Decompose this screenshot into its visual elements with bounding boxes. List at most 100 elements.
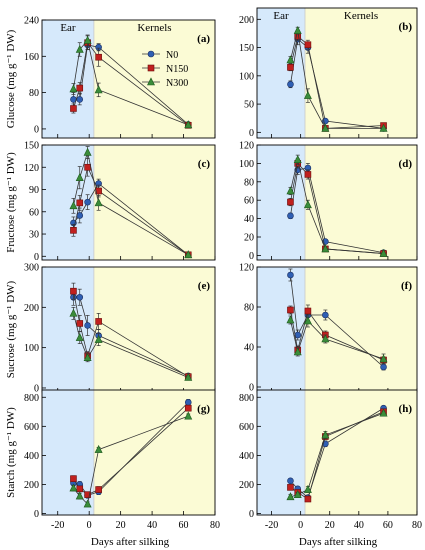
y-tick-label: 120 bbox=[239, 263, 254, 274]
panel-e: 0 100 200 300 Sucrose (mg g⁻¹ DW) (e) bbox=[5, 263, 216, 394]
data-point-n300 bbox=[379, 408, 388, 417]
y-axis-title: Fructose (mg g⁻¹ DW) bbox=[5, 152, 17, 253]
data-point-n0 bbox=[184, 399, 192, 406]
data-point-n150 bbox=[84, 163, 91, 171]
region-label-kernels: Kernels bbox=[344, 10, 378, 22]
data-point-n300 bbox=[286, 55, 295, 64]
region-label-ear: Ear bbox=[60, 22, 76, 34]
kernels-region-bg bbox=[93, 145, 215, 260]
kernels-region-bg bbox=[305, 390, 417, 515]
data-point-n300 bbox=[83, 353, 92, 362]
data-point-n300 bbox=[75, 332, 84, 341]
series-n300 bbox=[286, 25, 388, 132]
y-tick-label: 600 bbox=[239, 422, 254, 433]
data-point-n0 bbox=[287, 271, 294, 279]
y-tick-label: 40 bbox=[244, 214, 254, 225]
data-point-n150 bbox=[70, 475, 77, 482]
kernels-region-bg bbox=[93, 267, 215, 392]
ear-region-bg bbox=[42, 20, 94, 138]
data-point-n0 bbox=[380, 363, 387, 371]
y-tick-label: 300 bbox=[24, 263, 39, 274]
data-point-n300 bbox=[83, 147, 92, 156]
series-n150 bbox=[70, 404, 192, 498]
y-tick-label: 600 bbox=[24, 422, 39, 433]
data-point-n300 bbox=[286, 186, 295, 195]
data-point-n150 bbox=[304, 41, 312, 49]
data-point-n150 bbox=[70, 227, 77, 234]
legend-label-n0: N0 bbox=[166, 50, 178, 61]
data-point-n0 bbox=[76, 293, 84, 301]
x-tick-label: 40 bbox=[354, 520, 364, 531]
data-point-n300 bbox=[321, 123, 330, 132]
x-tick-label: 20 bbox=[325, 520, 335, 531]
panel-d: 0 20 40 60 80 100 120 (d) bbox=[239, 141, 418, 262]
panel-b: Ear Kernels 0 50 100 150 200 (b) bbox=[239, 7, 418, 139]
y-axis-title: Starch (mg g⁻¹ DW) bbox=[5, 407, 17, 498]
data-point-n300 bbox=[293, 347, 302, 356]
panel-h: 0 200 400 600 800 -20 0 20 40 60 80 (h) bbox=[239, 389, 422, 531]
data-point-n300 bbox=[75, 172, 84, 181]
series-n300 bbox=[69, 306, 193, 381]
data-point-n300 bbox=[379, 354, 388, 363]
ear-region-bg bbox=[257, 267, 305, 392]
y-tick-label: 150 bbox=[24, 141, 39, 152]
panel-label: (c) bbox=[198, 158, 211, 170]
x-tick-label: 80 bbox=[412, 520, 422, 531]
y-tick-label: 200 bbox=[239, 480, 254, 491]
panel-f: 0 40 80 120 (f) bbox=[239, 263, 418, 394]
panel-label: (h) bbox=[399, 403, 413, 415]
panel-label: (f) bbox=[401, 280, 412, 292]
data-point-n0 bbox=[287, 81, 294, 88]
data-point-n0 bbox=[84, 322, 91, 329]
data-point-n300 bbox=[83, 35, 92, 44]
data-point-n300 bbox=[94, 85, 103, 94]
data-point-n150 bbox=[287, 484, 294, 491]
y-tick-label: 800 bbox=[239, 393, 254, 404]
panel-label: (d) bbox=[399, 158, 413, 170]
y-tick-label: 0 bbox=[249, 509, 254, 520]
kernels-region-bg bbox=[93, 20, 215, 138]
legend-marker-n0 bbox=[147, 50, 155, 58]
y-tick-label: 80 bbox=[244, 177, 254, 188]
series-n300 bbox=[69, 411, 193, 508]
y-tick-label: 30 bbox=[29, 230, 39, 241]
plot-frame bbox=[41, 144, 216, 261]
y-tick-label: 0 bbox=[34, 383, 39, 394]
y-tick-label: 80 bbox=[244, 303, 254, 314]
data-point-n300 bbox=[303, 316, 312, 325]
panel-label: (b) bbox=[399, 21, 413, 33]
data-point-n300 bbox=[321, 430, 330, 439]
panel-c: 0 30 60 90 120 150 Fructose (mg g⁻¹ DW) (c) bbox=[5, 141, 216, 263]
data-point-n300 bbox=[83, 499, 92, 508]
y-tick-label: 400 bbox=[24, 451, 39, 462]
region-label-kernels: Kernels bbox=[137, 22, 171, 34]
y-tick-label: 60 bbox=[29, 207, 39, 218]
data-point-n150 bbox=[184, 404, 192, 412]
y-axis-title: Glucose (mg g⁻¹ DW) bbox=[5, 29, 17, 128]
y-tick-label: 100 bbox=[239, 71, 254, 82]
data-point-n300 bbox=[293, 155, 302, 164]
y-tick-label: 800 bbox=[24, 393, 39, 404]
data-point-n150 bbox=[287, 198, 294, 206]
x-tick-label: -20 bbox=[265, 520, 278, 531]
plot-frame bbox=[41, 389, 216, 516]
data-point-n0 bbox=[84, 198, 91, 206]
y-tick-label: 160 bbox=[24, 52, 39, 63]
x-axis-title-right: Days after silking bbox=[299, 536, 378, 548]
kernels-region-bg bbox=[305, 267, 417, 392]
data-point-n300 bbox=[321, 244, 330, 253]
data-point-n0 bbox=[287, 477, 294, 485]
y-tick-label: 100 bbox=[24, 343, 39, 354]
data-point-n150 bbox=[76, 320, 84, 327]
data-point-n150 bbox=[304, 307, 312, 315]
data-point-n150 bbox=[304, 495, 312, 503]
data-point-n300 bbox=[184, 411, 193, 420]
y-tick-label: 20 bbox=[244, 233, 254, 244]
data-point-n300 bbox=[293, 489, 302, 498]
data-point-n150 bbox=[95, 53, 102, 61]
x-tick-label: 40 bbox=[147, 520, 157, 531]
data-point-n300 bbox=[286, 492, 295, 501]
y-tick-label: 100 bbox=[239, 159, 254, 170]
data-point-n300 bbox=[75, 491, 84, 500]
